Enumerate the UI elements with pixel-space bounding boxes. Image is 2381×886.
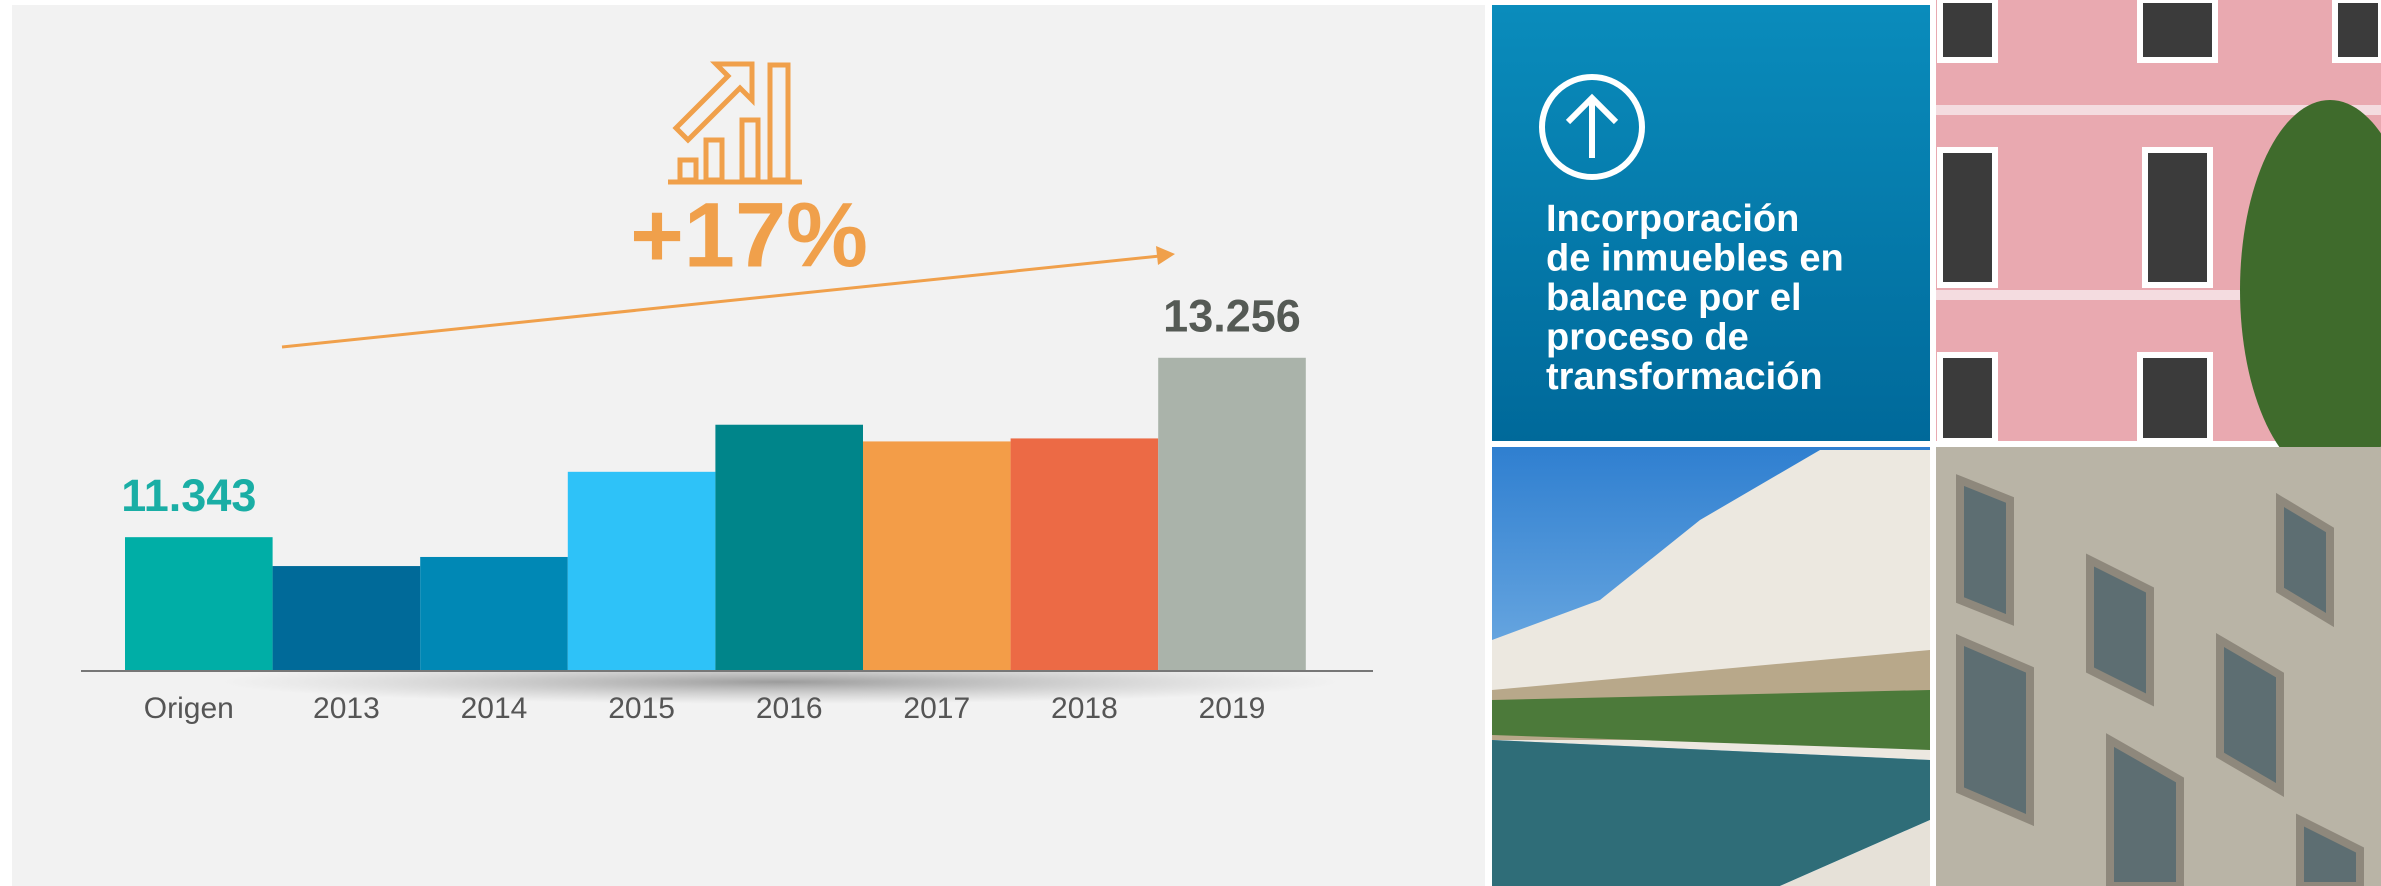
- bar: [420, 556, 568, 671]
- photo-pool-building: [1492, 447, 1930, 886]
- bar: [272, 566, 421, 671]
- bar: [715, 424, 863, 671]
- bar: [1010, 438, 1159, 671]
- photo-pink-facade: [1936, 0, 2381, 480]
- panel-text-line: de inmuebles en: [1546, 238, 1844, 280]
- x-tick-label: 2013: [313, 692, 380, 725]
- bar: [863, 441, 1011, 671]
- value-label: 13.256: [1163, 291, 1301, 342]
- x-tick-label: 2016: [756, 692, 823, 725]
- bar: [567, 471, 716, 671]
- growth-icon: [668, 61, 802, 185]
- trend-arrow-head: [1156, 246, 1175, 265]
- bar: [125, 537, 273, 671]
- growth-annotation: +17%: [630, 184, 868, 286]
- up-icon: [1539, 74, 1645, 180]
- x-tick-label: 2015: [608, 692, 675, 725]
- trend-arrow: [281, 254, 1161, 349]
- up-icon-arrow: [1565, 93, 1619, 158]
- value-label: 11.343: [121, 470, 256, 521]
- panel-text-line: balance por el: [1546, 277, 1802, 319]
- x-tick-label: 2019: [1199, 692, 1266, 725]
- panel-text-line: Incorporación: [1546, 198, 1799, 240]
- panel-text-line: proceso de: [1546, 317, 1749, 359]
- x-tick-label: 2014: [461, 692, 528, 725]
- x-tick-label: Origen: [144, 692, 234, 725]
- panel-text-line: transformación: [1546, 356, 1823, 398]
- photo-stone-building: [1936, 447, 2381, 886]
- x-tick-label: 2017: [903, 692, 970, 725]
- bar: [1158, 357, 1306, 671]
- info-panel: [1492, 5, 1930, 441]
- x-tick-label: 2018: [1051, 692, 1118, 725]
